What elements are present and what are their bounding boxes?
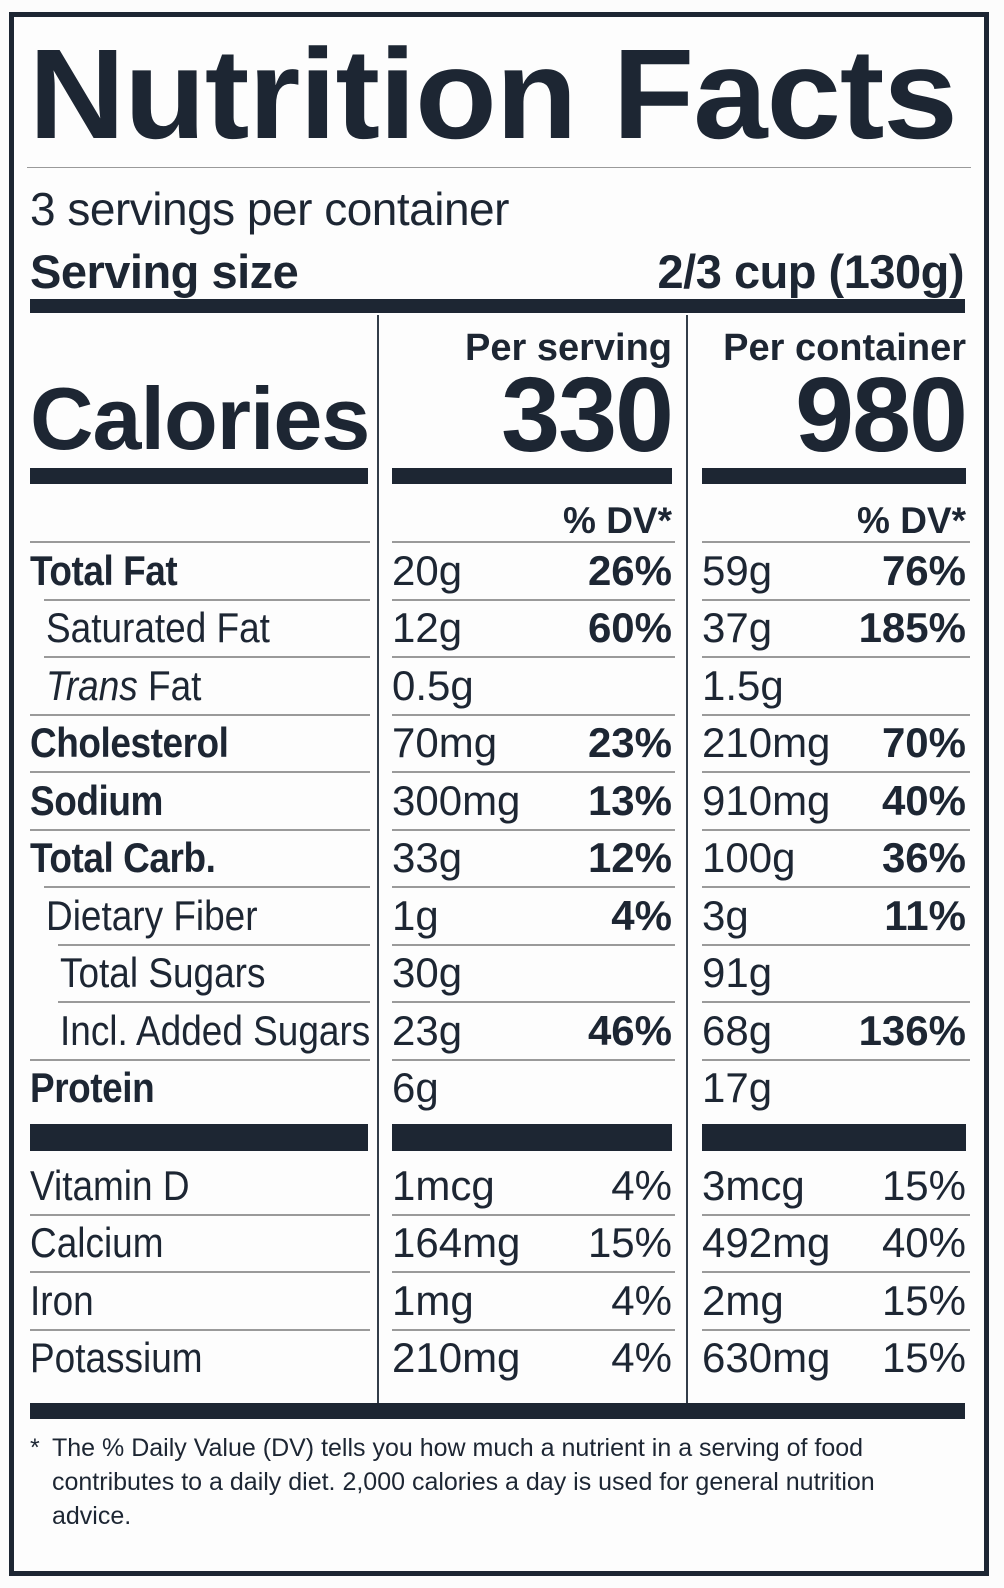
nutrient-name: Cholesterol <box>14 713 378 773</box>
nutrient-container-values: 1.5g <box>687 656 984 715</box>
title-divider <box>27 167 971 168</box>
nutrient-name: Protein <box>14 1058 378 1118</box>
nutrient-serving-values: 23g 46% <box>378 1001 687 1060</box>
nutrient-container-values: 59g 76% <box>687 541 984 600</box>
footnote-asterisk: * <box>30 1434 40 1462</box>
nutrient-serving-values: 6g <box>378 1058 687 1118</box>
nutrition-facts-label: Nutrition Facts 3 servings per container… <box>9 12 989 1576</box>
serving-size-row: Serving size 2/3 cup (130g) <box>14 236 984 299</box>
nutrient-serving-values: 1g 4% <box>378 886 687 945</box>
nutrient-serving-values: 70mg 23% <box>378 713 687 773</box>
per-container-calories: 980 <box>795 356 968 474</box>
dv-header-spacer <box>14 498 378 542</box>
serving-size-label: Serving size <box>30 245 299 298</box>
serving-size-value: 2/3 cup (130g) <box>657 245 965 298</box>
nutrient-container-values: 210mg 70% <box>687 713 984 773</box>
column-divider-1 <box>377 315 379 1403</box>
nutrient-container-values: 3g 11% <box>687 886 984 945</box>
vitamin-serving-values: 1mg 4% <box>378 1271 687 1330</box>
nutrient-serving-values: 12g 60% <box>378 598 687 658</box>
per-serving-dv-header: % DV* <box>563 500 672 541</box>
calories-cell: Calories <box>14 315 378 498</box>
label-title: Nutrition Facts <box>28 23 958 166</box>
vitamin-serving-values: 164mg 15% <box>378 1213 687 1273</box>
nutrient-serving-values: 300mg 13% <box>378 771 687 830</box>
nutrient-container-values: 68g 136% <box>687 1001 984 1060</box>
section-separator-bar <box>14 1117 378 1157</box>
header-separator-bar <box>30 299 965 313</box>
nutrient-serving-values: 33g 12% <box>378 828 687 888</box>
label-header: Nutrition Facts 3 servings per container… <box>14 17 984 315</box>
per-serving-header: Per serving <box>465 327 672 369</box>
column-divider-2 <box>686 315 688 1403</box>
vitamin-name: Potassium <box>14 1328 378 1388</box>
nutrient-table: Calories Per serving 330 Per container 9… <box>14 315 984 1403</box>
vitamin-container-values: 630mg 15% <box>687 1328 984 1388</box>
calories-word: Calories <box>30 369 370 468</box>
calories-underbar <box>30 468 368 484</box>
vitamin-name: Vitamin D <box>30 1161 190 1209</box>
nutrient-name: Trans Fat <box>14 656 378 715</box>
section-separator-bar <box>687 1117 984 1157</box>
nutrient-serving-values: 30g <box>378 943 687 1003</box>
nutrient-serving-values: 0.5g <box>378 656 687 715</box>
per-container-dv-header: % DV* <box>857 500 966 541</box>
nutrient-container-values: 910mg 40% <box>687 771 984 830</box>
vitamin-container-values: 492mg 40% <box>687 1213 984 1273</box>
nutrient-container-values: 37g 185% <box>687 598 984 658</box>
nutrient-container-values: 17g <box>687 1058 984 1118</box>
vitamin-container-values: 3mcg 15% <box>702 1161 966 1209</box>
nutrient-name: Saturated Fat <box>14 598 378 658</box>
nutrient-container-values: 91g <box>687 943 984 1003</box>
nutrient-name: Total Carb. <box>14 828 378 888</box>
per-container-underbar <box>702 468 966 484</box>
section-separator-bar <box>378 1117 687 1157</box>
nutrient-name: Total Sugars <box>14 943 378 1003</box>
per-serving-underbar <box>392 468 672 484</box>
nutrient-name: Total Fat <box>14 541 378 600</box>
footer-separator-bar <box>30 1403 965 1419</box>
nutrient-name: Incl. Added Sugars <box>14 1001 378 1060</box>
vitamin-serving-values: 1mcg 4% <box>392 1161 672 1209</box>
per-serving-calories-cell: Per serving 330 <box>378 315 687 498</box>
per-container-header: Per container <box>723 327 966 369</box>
vitamin-container-values: 2mg 15% <box>687 1271 984 1330</box>
vitamin-name: Iron <box>14 1271 378 1330</box>
vitamin-serving-values: 210mg 4% <box>378 1328 687 1388</box>
footnote-text: The % Daily Value (DV) tells you how muc… <box>52 1434 875 1530</box>
vitamin-name: Calcium <box>14 1213 378 1273</box>
nutrient-container-values: 100g 36% <box>687 828 984 888</box>
dv-footnote: * The % Daily Value (DV) tells you how m… <box>14 1419 984 1533</box>
nutrient-name: Sodium <box>14 771 378 830</box>
nutrient-name: Dietary Fiber <box>14 886 378 945</box>
per-container-calories-cell: Per container 980 <box>687 315 984 498</box>
servings-per-container: 3 servings per container <box>30 183 509 235</box>
per-serving-calories: 330 <box>501 356 674 474</box>
nutrient-serving-values: 20g 26% <box>378 541 687 600</box>
